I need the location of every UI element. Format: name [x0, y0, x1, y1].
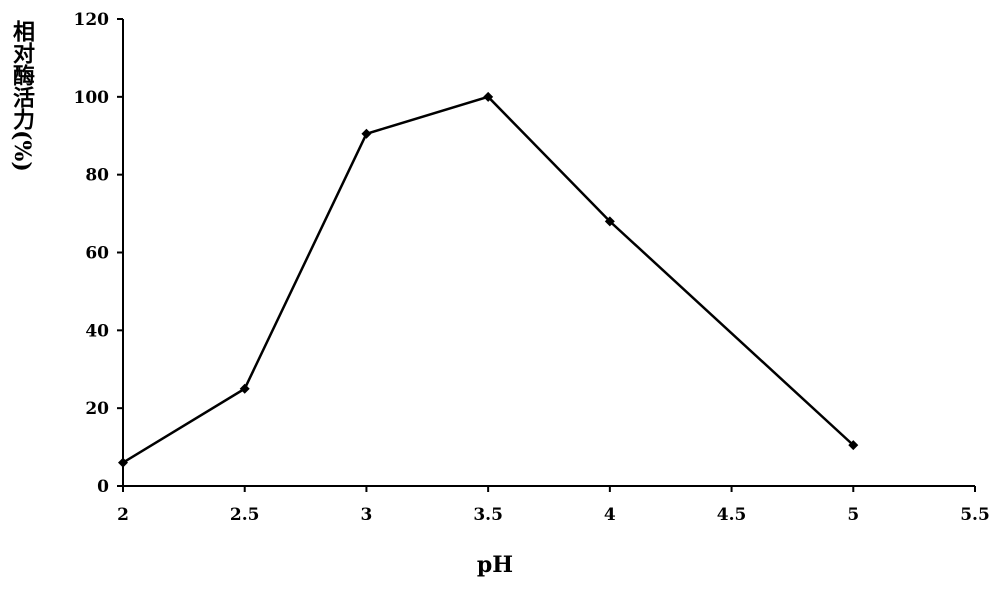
y-tick-label: 0: [97, 477, 109, 497]
y-tick-label: 40: [85, 321, 109, 341]
data-point: [361, 128, 372, 139]
x-tick-label: 2.5: [230, 505, 260, 525]
x-tick-label: 2: [117, 505, 129, 525]
data-point: [604, 216, 615, 227]
y-tick-label: 100: [74, 88, 110, 108]
y-tick-label: 60: [85, 244, 109, 264]
data-point: [848, 440, 859, 451]
x-tick-label: 4.5: [717, 505, 747, 525]
x-tick-label: 4: [604, 505, 616, 525]
x-tick-label: 5.5: [960, 505, 990, 525]
y-tick-label: 120: [74, 10, 110, 30]
y-axis-title: 相对酶活力(%): [9, 20, 35, 172]
data-point: [239, 383, 250, 394]
data-point: [118, 457, 128, 468]
y-tick-label: 20: [85, 399, 109, 419]
x-tick-label: 3.5: [473, 505, 503, 525]
data-line: [122, 95, 855, 464]
y-tick-label: 80: [85, 166, 109, 186]
x-tick-label: 5: [847, 505, 859, 525]
x-axis-title: pH: [477, 552, 513, 578]
x-tick-label: 3: [361, 505, 373, 525]
data-point: [483, 91, 494, 102]
